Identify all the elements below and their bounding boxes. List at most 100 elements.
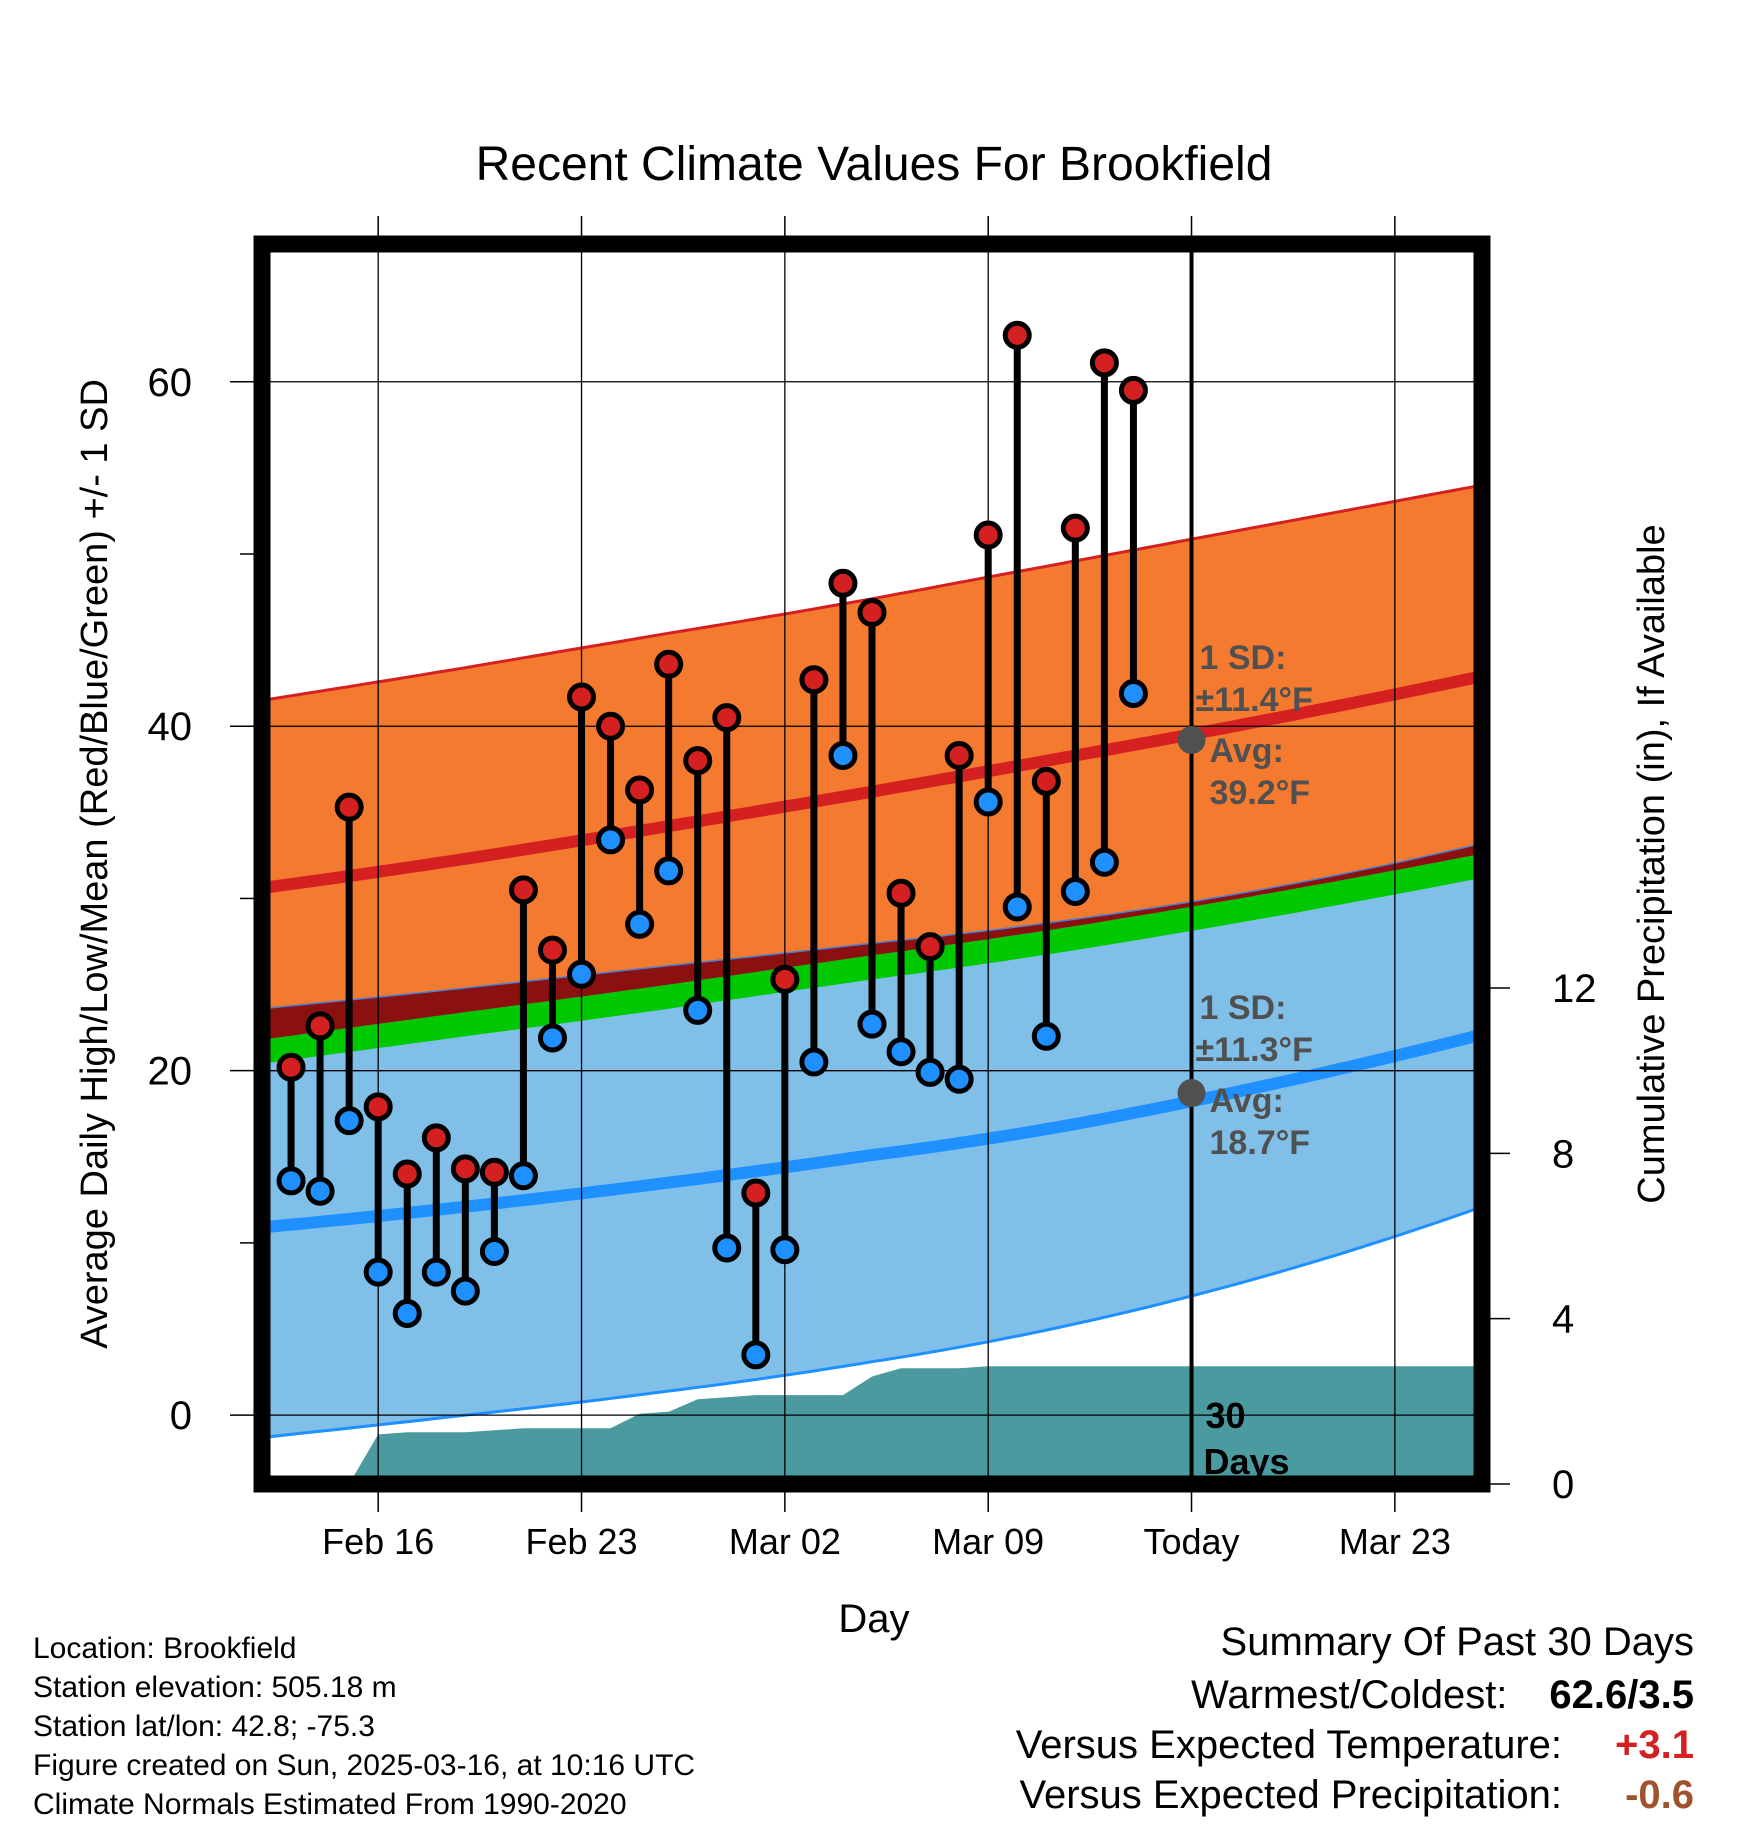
summary-temp: Versus Expected Temperature: +3.1: [1016, 1723, 1694, 1768]
low-temp-point: [857, 1009, 887, 1039]
low-temp-point: [392, 1299, 422, 1328]
days-number: 30: [1206, 1395, 1246, 1436]
high-temp-point: [421, 1123, 451, 1153]
y-left-tick-label: 60: [148, 361, 193, 405]
high-temp-point: [654, 649, 684, 679]
low-temp-point: [1118, 679, 1148, 708]
summary-precip: Versus Expected Precipitation: -0.6: [1019, 1773, 1694, 1818]
x-tick-label: Today: [1143, 1521, 1239, 1562]
low-avg-value: 18.7°F: [1210, 1124, 1311, 1162]
y-right-tick-label: 0: [1552, 1463, 1574, 1507]
low-temp-point: [305, 1176, 335, 1206]
low-temp-point: [450, 1276, 480, 1306]
low-temp-point: [712, 1233, 742, 1263]
precip-label: Versus Expected Precipitation:: [1019, 1773, 1562, 1817]
high-temp-point: [1089, 348, 1119, 378]
low-temp-point: [421, 1257, 451, 1287]
low-temp-point: [596, 825, 626, 855]
x-tick-label: Mar 23: [1339, 1521, 1451, 1562]
x-tick-label: Feb 16: [322, 1521, 434, 1562]
low-temp-point: [479, 1237, 509, 1266]
high-temp-point: [363, 1092, 393, 1122]
low-temp-point: [334, 1106, 364, 1136]
low-temp-point: [944, 1064, 974, 1094]
high-sd-label: 1 SD:: [1200, 639, 1287, 677]
warm-cold-value: 62.6/3.5: [1549, 1673, 1694, 1717]
low-temp-point: [886, 1037, 916, 1067]
plot-area: 1 SD: ±11.4°F Avg: 39.2°F 1 SD: ±11.3°F Avg: 18…: [148, 216, 1597, 1562]
low-temp-point: [683, 995, 713, 1025]
y-left-tick-label: 0: [170, 1394, 192, 1438]
created-text: Figure created on Sun, 2025-03-16, at 10…: [33, 1749, 696, 1782]
high-temp-point: [1118, 375, 1148, 405]
days-word: Days: [1204, 1441, 1290, 1482]
chart-title: Recent Climate Values For Brookfield: [476, 138, 1273, 191]
temp-value: +3.1: [1615, 1723, 1694, 1767]
high-temp-point: [508, 875, 538, 905]
high-temp-point: [392, 1159, 422, 1189]
low-temp-point: [973, 787, 1003, 817]
y-left-tick-label: 20: [148, 1050, 193, 1094]
summary-warm-cold: Warmest/Coldest: 62.6/3.5: [1191, 1673, 1694, 1718]
high-temp-point: [479, 1157, 509, 1187]
low-temp-point: [915, 1057, 945, 1087]
latlon-text: Station lat/lon: 42.8; -75.3: [33, 1710, 375, 1743]
low-temp-point: [1031, 1021, 1061, 1051]
low-temp-point: [567, 959, 597, 989]
high-temp-point: [596, 711, 626, 741]
low-temp-point: [363, 1257, 393, 1287]
high-avg-label: Avg:: [1210, 732, 1284, 770]
low-temp-point: [1089, 847, 1119, 877]
precip-value: -0.6: [1625, 1773, 1694, 1817]
y-right-tick-label: 8: [1552, 1132, 1574, 1176]
high-temp-point: [944, 741, 974, 770]
high-temp-point: [450, 1154, 480, 1184]
low-temp-point: [1002, 892, 1032, 922]
low-temp-point: [741, 1340, 771, 1370]
high-temp-point: [1060, 513, 1090, 543]
high-temp-point: [799, 665, 829, 695]
x-tick-label: Mar 02: [729, 1521, 841, 1562]
low-temp-point: [654, 856, 684, 886]
high-temp-point: [915, 932, 945, 962]
high-avg-marker: [1177, 726, 1206, 754]
high-temp-point: [741, 1178, 771, 1208]
high-temp-point: [567, 682, 597, 712]
high-temp-point: [712, 703, 742, 733]
high-temp-point: [305, 1011, 335, 1041]
location-text: Location: Brookfield: [33, 1632, 297, 1665]
high-temp-point: [1002, 320, 1032, 350]
high-temp-point: [857, 598, 887, 628]
high-temp-point: [625, 775, 655, 805]
plot-content: 1 SD: ±11.4°F Avg: 39.2°F 1 SD: ±11.3°F Avg: 18…: [262, 244, 1482, 1484]
low-temp-point: [770, 1235, 800, 1265]
y-right-tick-label: 4: [1552, 1298, 1574, 1342]
high-temp-point: [683, 746, 713, 776]
low-temp-point: [537, 1023, 567, 1053]
low-temp-point: [1060, 877, 1090, 907]
high-temp-point: [537, 935, 567, 965]
temp-label: Versus Expected Temperature:: [1015, 1723, 1562, 1767]
y-right-tick-label: 12: [1552, 967, 1597, 1011]
high-temp-point: [1031, 766, 1061, 796]
low-avg-label: Avg:: [1210, 1082, 1284, 1120]
y-axis-left-label: Average Daily High/Low/Mean (Red/Blue/Gr…: [74, 379, 116, 1349]
low-temp-point: [276, 1166, 306, 1196]
low-sd-label: 1 SD:: [1200, 989, 1287, 1027]
low-temp-point: [508, 1161, 538, 1191]
high-sd-value: ±11.4°F: [1196, 681, 1313, 719]
high-temp-point: [334, 792, 364, 822]
y-axis-right-label: Cumulative Precipitation (in), If Availa…: [1631, 524, 1673, 1203]
low-sd-value: ±11.3°F: [1196, 1031, 1313, 1069]
low-temp-point: [625, 909, 655, 939]
high-temp-point: [770, 964, 800, 994]
warm-cold-label: Warmest/Coldest:: [1191, 1673, 1508, 1717]
summary-title: Summary Of Past 30 Days: [1220, 1620, 1694, 1664]
low-avg-marker: [1177, 1079, 1206, 1108]
high-temp-point: [973, 520, 1003, 550]
high-avg-value: 39.2°F: [1210, 774, 1311, 812]
elevation-text: Station elevation: 505.18 m: [33, 1671, 397, 1704]
x-tick-label: Mar 09: [932, 1521, 1044, 1562]
x-axis-label: Day: [838, 1597, 909, 1641]
